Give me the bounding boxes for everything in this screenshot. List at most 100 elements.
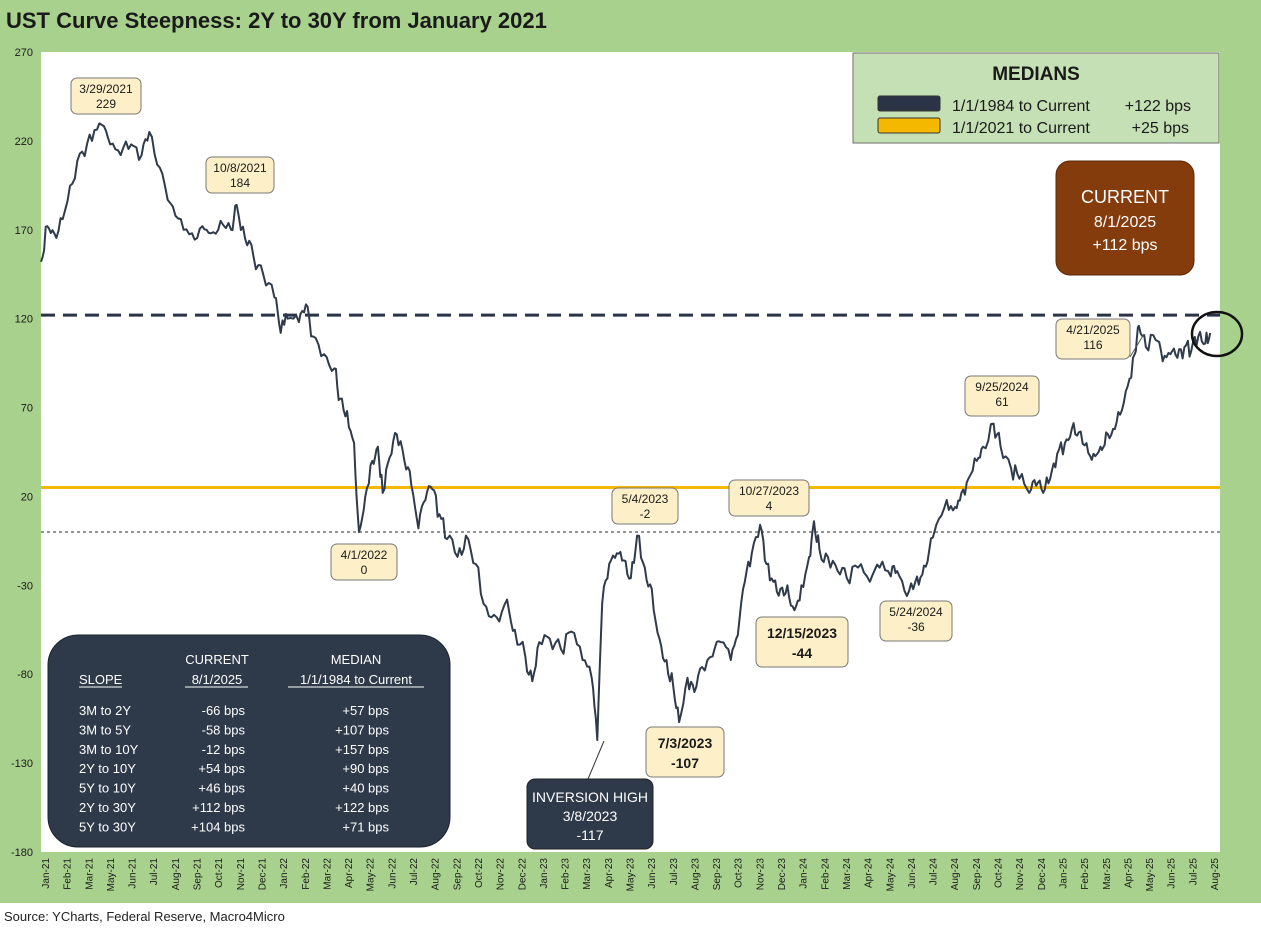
title-bar: UST Curve Steepness: 2Y to 30Y from Janu…	[0, 0, 1261, 42]
callout-value: 61	[995, 395, 1009, 409]
table-cell-current: -12 bps	[202, 742, 246, 757]
x-tick-label: Jun-22	[387, 858, 398, 889]
callout-date: 4/1/2022	[341, 548, 388, 562]
table-cell-median: +71 bps	[342, 819, 389, 834]
callout-connector	[1129, 333, 1145, 358]
callout-date: 5/24/2024	[889, 605, 943, 619]
x-tick-label: Nov-21	[236, 858, 247, 891]
callout-box	[330, 543, 398, 581]
callout-box	[645, 726, 725, 778]
x-tick-label: Sep-21	[193, 858, 204, 891]
legend-value-1984: +122 bps	[1125, 98, 1191, 115]
y-tick-label: 170	[15, 225, 33, 237]
x-tick-label: Feb-23	[561, 858, 572, 890]
inversion-title: INVERSION HIGH	[532, 789, 648, 805]
table-header-median: MEDIAN	[331, 652, 382, 667]
x-tick-label: Aug-21	[171, 858, 182, 891]
callout: 7/3/2023 -107	[645, 726, 725, 778]
callout-date: 3/29/2021	[79, 82, 133, 96]
x-tick-label: May-22	[366, 858, 377, 892]
slope-table-box	[47, 634, 451, 848]
table-cell-slope: 2Y to 10Y	[79, 761, 136, 776]
table-cell-current: +54 bps	[198, 761, 245, 776]
callout-value: 4	[766, 499, 773, 513]
x-tick-label: Apr-24	[864, 858, 875, 888]
x-tick-label: Feb-24	[820, 858, 831, 890]
inversion-box	[526, 778, 654, 850]
callout-date: 4/21/2025	[1066, 323, 1120, 337]
table-cell-median: +157 bps	[335, 742, 389, 757]
y-tick-label: -130	[11, 758, 33, 770]
x-tick-label: Jul-21	[149, 858, 160, 886]
x-tick-label: Jul-22	[409, 858, 420, 886]
callout-value: -2	[640, 507, 651, 521]
current-title: CURRENT	[1081, 187, 1169, 207]
x-tick-label: Dec-21	[257, 858, 268, 891]
callout-value: -36	[907, 620, 925, 634]
source-note: Source: YCharts, Federal Reserve, Macro4…	[4, 909, 285, 924]
table-header-date: 8/1/2025	[192, 672, 243, 687]
x-tick-label: Mar-21	[84, 858, 95, 890]
x-tick-label: May-25	[1145, 858, 1156, 892]
x-tick-label: Jan-25	[1058, 858, 1069, 889]
x-tick-label: Jun-21	[128, 858, 139, 889]
x-tick-label: May-23	[626, 858, 637, 892]
x-tick-label: Oct-23	[734, 858, 745, 888]
callout-value: 0	[361, 563, 368, 577]
table-header-current: CURRENT	[185, 652, 249, 667]
callout-box	[964, 375, 1040, 417]
y-tick-label: 20	[21, 491, 33, 503]
table-cell-median: +122 bps	[335, 800, 389, 815]
x-tick-label: Dec-24	[1037, 858, 1048, 891]
medians-legend-title: MEDIANS	[992, 64, 1080, 85]
x-tick-label: Aug-25	[1210, 858, 1221, 891]
x-tick-label: Jul-25	[1188, 858, 1199, 886]
chart-svg: 270 220 170 120 70 20 -30 -80 -130 -180 Jan-21 Feb-…	[11, 47, 1244, 892]
chart-title: UST Curve Steepness: 2Y to 30Y from Janu…	[6, 8, 547, 33]
x-tick-label: Mar-22	[322, 858, 333, 890]
x-tick-label: Dec-22	[517, 858, 528, 891]
legend-label-2021: 1/1/2021 to Current	[952, 120, 1090, 137]
callout-date: 12/15/2023	[767, 625, 837, 641]
current-date: 8/1/2025	[1094, 214, 1156, 231]
legend-swatch-2021	[877, 117, 941, 134]
callout: 5/4/2023-2	[611, 487, 679, 525]
x-tick-label: Jan-24	[799, 858, 810, 889]
table-cell-median: +57 bps	[342, 703, 389, 718]
callout-date: 7/3/2023	[658, 735, 713, 751]
x-tick-label: Mar-25	[1102, 858, 1113, 890]
table-cell-median: +90 bps	[342, 761, 389, 776]
x-tick-label: Apr-25	[1123, 858, 1134, 888]
callout-date: 9/25/2024	[975, 380, 1029, 394]
table-cell-slope: 3M to 5Y	[79, 722, 131, 737]
x-tick-label: Aug-24	[950, 858, 961, 891]
callout-date: 5/4/2023	[622, 492, 669, 506]
table-cell-slope: 5Y to 10Y	[79, 781, 136, 796]
table-cell-current: -66 bps	[202, 703, 246, 718]
legend-value-2021: +25 bps	[1132, 120, 1189, 137]
x-tick-label: Nov-23	[755, 858, 766, 891]
current-value: +112 bps	[1092, 237, 1157, 254]
x-tick-label: Jan-23	[539, 858, 550, 889]
table-cell-median: +40 bps	[342, 781, 389, 796]
x-tick-label: Apr-22	[344, 858, 355, 888]
x-tick-label: Oct-24	[994, 858, 1005, 888]
current-box	[1055, 160, 1195, 276]
x-tick-label: Mar-23	[582, 858, 593, 890]
table-cell-current: +112 bps	[192, 800, 245, 815]
y-tick-label: -30	[17, 580, 33, 592]
callout-box	[879, 600, 953, 642]
y-tick-label: 220	[15, 136, 33, 148]
table-cell-current: -58 bps	[202, 722, 246, 737]
table-cell-median: +107 bps	[335, 722, 389, 737]
callout-value: -107	[671, 755, 699, 771]
x-tick-label: Apr-23	[604, 858, 615, 888]
x-tick-label: Nov-24	[1015, 858, 1026, 891]
callout-box	[728, 479, 810, 517]
current-circle	[1190, 310, 1244, 358]
